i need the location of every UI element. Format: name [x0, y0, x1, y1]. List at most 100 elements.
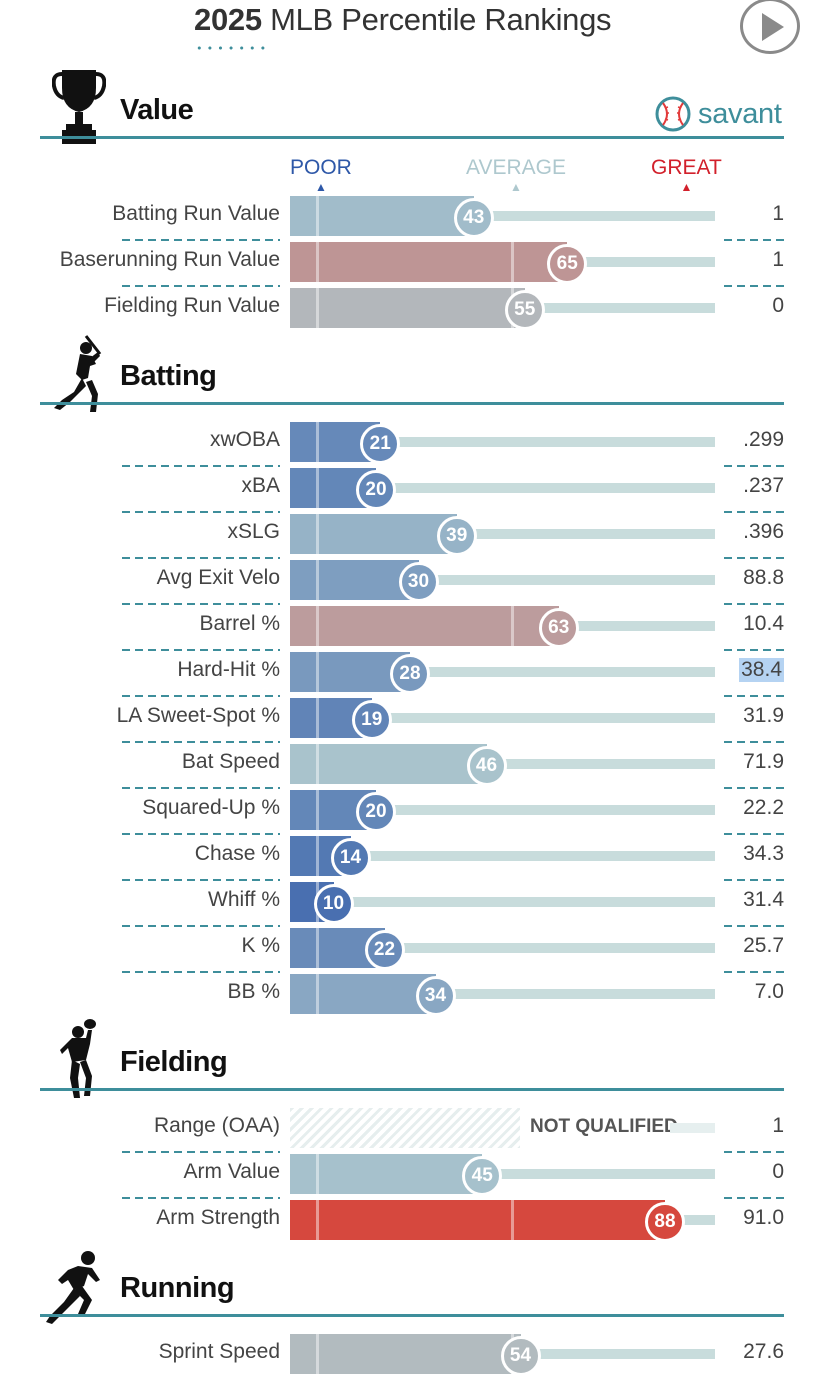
section-title-batting: Batting [120, 360, 217, 392]
metric-label: xBA [241, 474, 280, 497]
row-divider [122, 557, 280, 559]
poor-tick [315, 560, 319, 600]
legend-average: AVERAGE ▲ [466, 156, 566, 193]
legend-poor: POOR ▲ [290, 156, 352, 193]
percentile-track [290, 1169, 715, 1179]
metric-value: .299 [743, 428, 784, 451]
percentile-track [670, 1123, 715, 1133]
page-title-text: MLB Percentile Rankings [270, 2, 612, 37]
metric-row[interactable]: Avg Exit Velo 30 88.8 [0, 560, 822, 606]
percentile-badge: 19 [351, 700, 392, 740]
metric-row[interactable]: K % 22 25.7 [0, 928, 822, 974]
percentile-bar [290, 1334, 521, 1374]
metric-value: 27.6 [743, 1340, 784, 1363]
metric-row[interactable]: Range (OAA) NOT QUALIFIED 1 [0, 1108, 822, 1154]
metric-label: Baserunning Run Value [59, 248, 280, 271]
metric-label: xSLG [227, 520, 280, 543]
row-divider [724, 603, 784, 605]
metric-row[interactable]: xBA 20 .237 [0, 468, 822, 514]
metric-value: 7.0 [754, 980, 784, 1003]
percentile-badge: 20 [356, 792, 396, 832]
metric-row[interactable]: Bat Speed 46 71.9 [0, 744, 822, 790]
row-divider [724, 239, 784, 241]
metric-value: 38.4 [739, 658, 784, 682]
metric-row[interactable]: Sprint Speed 54 27.6 [0, 1334, 822, 1380]
row-divider [724, 649, 784, 651]
metric-label: Whiff % [208, 888, 280, 911]
legend-great-marker: ▲ [680, 180, 693, 194]
metric-label: Sprint Speed [158, 1340, 280, 1363]
percentile-bar [290, 514, 457, 554]
percentile-bar [290, 744, 487, 784]
play-button[interactable] [740, 0, 800, 54]
metric-label: Bat Speed [181, 750, 280, 773]
percentile-bar [290, 1154, 483, 1194]
row-divider [724, 1151, 784, 1153]
average-tick [511, 606, 514, 646]
metric-label: Chase % [194, 842, 280, 865]
percentile-badge: 30 [398, 562, 439, 602]
section-rule-running [40, 1314, 784, 1317]
percentile-bar [290, 974, 436, 1014]
metric-value: 10.4 [743, 612, 784, 635]
metric-label: Squared-Up % [142, 796, 280, 819]
metric-row[interactable]: Arm Strength 88 91.0 [0, 1200, 822, 1246]
metric-label: Avg Exit Velo [156, 566, 280, 589]
poor-tick [315, 196, 319, 236]
percentile-track [290, 851, 715, 861]
percentile-track [290, 483, 715, 493]
metric-row[interactable]: Whiff % 10 31.4 [0, 882, 822, 928]
row-divider [122, 833, 280, 835]
percentile-track [290, 529, 715, 539]
percentile-badge: 65 [547, 244, 588, 284]
metric-label: Range (OAA) [153, 1114, 280, 1137]
metric-row[interactable]: Hard-Hit % 28 38.4 [0, 652, 822, 698]
metric-label: LA Sweet-Spot % [116, 704, 280, 727]
metric-row[interactable]: Baserunning Run Value 65 1 [0, 242, 822, 288]
percentile-bar [290, 242, 568, 282]
metric-row[interactable]: BB % 34 7.0 [0, 974, 822, 1020]
page-title: 2025 MLB Percentile Rankings [194, 2, 612, 38]
metric-label: Barrel % [199, 612, 280, 635]
percentile-track [290, 897, 715, 907]
percentile-badge: 20 [356, 470, 396, 510]
percentile-track [290, 805, 715, 815]
section-title-running: Running [120, 1272, 235, 1304]
metric-label: BB % [227, 980, 280, 1003]
metric-row[interactable]: Barrel % 63 10.4 [0, 606, 822, 652]
title-underline-dots [194, 46, 268, 50]
savant-logo[interactable]: savant [654, 94, 782, 134]
metric-row[interactable]: Squared-Up % 20 22.2 [0, 790, 822, 836]
section-title-value: Value [120, 94, 194, 126]
section-rule-fielding [40, 1088, 784, 1091]
row-divider [122, 465, 280, 467]
metric-value: 88.8 [743, 566, 784, 589]
metric-value: 34.3 [743, 842, 784, 865]
percentile-track [290, 943, 715, 953]
savant-logo-text: savant [698, 97, 782, 130]
legend-poor-label: POOR [290, 156, 352, 179]
row-divider [724, 925, 784, 927]
metric-row[interactable]: xwOBA 21 .299 [0, 422, 822, 468]
legend-great: GREAT ▲ [651, 156, 722, 193]
metric-label: Fielding Run Value [104, 294, 280, 317]
row-divider [122, 603, 280, 605]
metric-row[interactable]: Fielding Run Value 55 0 [0, 288, 822, 334]
row-divider [724, 511, 784, 513]
metric-row[interactable]: Batting Run Value 43 1 [0, 196, 822, 242]
row-divider [122, 285, 280, 287]
percentile-badge: 10 [313, 884, 354, 924]
metric-value: 31.9 [743, 704, 784, 727]
row-divider [724, 1197, 784, 1199]
row-divider [122, 879, 280, 881]
poor-tick [315, 836, 319, 876]
average-tick [511, 1200, 514, 1240]
metric-value: 0 [772, 1160, 784, 1183]
metric-row[interactable]: LA Sweet-Spot % 19 31.9 [0, 698, 822, 744]
metric-row[interactable]: Chase % 14 34.3 [0, 836, 822, 882]
play-icon [762, 13, 784, 41]
percentile-track [290, 713, 715, 723]
percentile-badge: 54 [500, 1336, 541, 1376]
metric-row[interactable]: Arm Value 45 0 [0, 1154, 822, 1200]
metric-row[interactable]: xSLG 39 .396 [0, 514, 822, 560]
